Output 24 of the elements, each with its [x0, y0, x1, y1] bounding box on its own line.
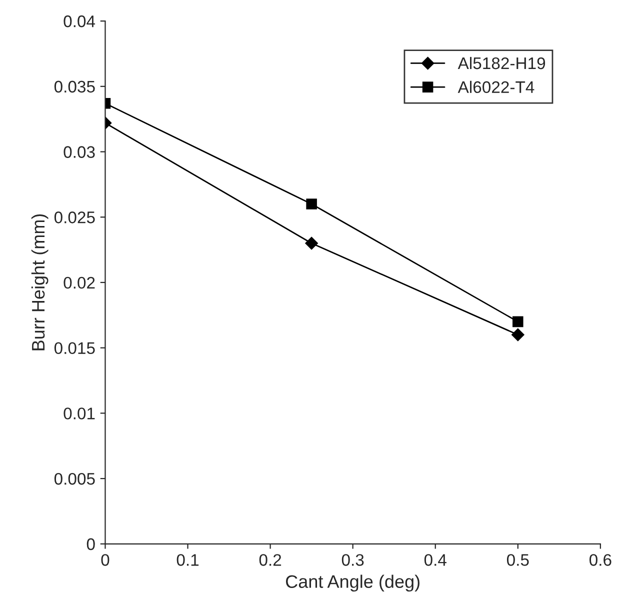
x-tick-label: 0.5 — [506, 554, 529, 566]
legend-label: Al5182-H19 — [458, 56, 546, 70]
y-tick-label: 0.02 — [64, 276, 95, 289]
x-tick-label: 0.3 — [342, 554, 364, 566]
x-tick-label: 0.6 — [590, 554, 612, 566]
y-tick-label: 0.015 — [54, 342, 95, 354]
point — [511, 328, 524, 342]
x-tick-label: 0.1 — [176, 554, 199, 566]
y-tick-label: 0.04 — [64, 15, 96, 28]
y-tick-label: 0.03 — [64, 146, 95, 158]
y-tick-label: 0.01 — [64, 408, 95, 420]
point — [306, 198, 317, 210]
y-tick-label: 0 — [86, 538, 95, 550]
point — [512, 316, 524, 328]
legend-label: Al6022-T4 — [458, 80, 534, 94]
x-tick-label: 0.4 — [424, 554, 446, 566]
y-tick-label: 0.005 — [54, 472, 95, 485]
y-tick-label: 0.035 — [54, 80, 95, 93]
point — [305, 236, 318, 250]
y-axis-title: Burr Height (mm) — [31, 214, 48, 350]
x-tick-label: 0 — [101, 554, 110, 566]
y-tick-label: 0.025 — [54, 212, 95, 224]
x-axis-title: Cant Angle (deg) — [286, 574, 420, 592]
x-tick-label: 0.2 — [259, 554, 282, 566]
